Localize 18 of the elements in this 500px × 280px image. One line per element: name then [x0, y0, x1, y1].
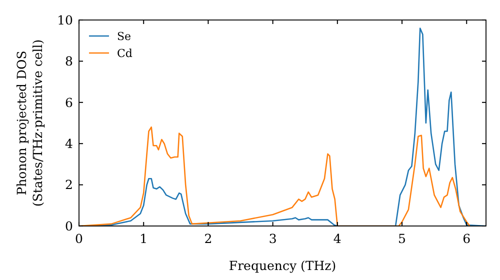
y-tick-label: 0 — [65, 218, 74, 234]
y-tick-label: 4 — [65, 136, 74, 151]
x-axis-title: Frequency (THz) — [228, 258, 336, 273]
y-tick-label: 8 — [65, 54, 74, 69]
x-tick-label: 4 — [333, 231, 342, 246]
legend-label: Se — [117, 30, 132, 43]
line-series — [79, 126, 470, 226]
x-tick-label: 2 — [204, 231, 212, 246]
x-tick-label: 3 — [268, 231, 277, 246]
y-tick-label: 10 — [57, 12, 74, 28]
y-tick-label: 2 — [65, 177, 73, 192]
x-tick-label: 6 — [462, 231, 471, 246]
y-tick-label: 6 — [65, 94, 74, 110]
y-axis-title: Phonon projected DOS (States/THz·primitive cell) — [14, 39, 45, 207]
legend-label: Cd — [117, 46, 132, 60]
x-tick-label: 1 — [140, 231, 148, 246]
x-tick-label: 5 — [398, 231, 406, 246]
x-tick-label: 0 — [75, 231, 84, 246]
